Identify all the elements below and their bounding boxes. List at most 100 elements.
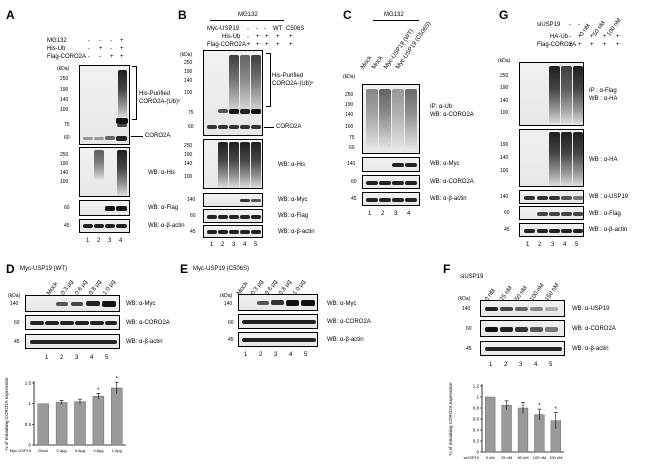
wb-myc-label: WB: α-Myc (430, 161, 460, 167)
ub-bracket (132, 66, 137, 120)
wb-myc-label: WB: α-Myc (278, 197, 308, 203)
sign: + (120, 46, 124, 52)
bar (74, 401, 86, 446)
row-label-myc-usp19: Myc-USP19 (207, 26, 240, 32)
blot-actin (238, 332, 318, 347)
row-label-flag-coro2a: Flag-CORO2A (207, 42, 247, 48)
kda-label: (kDa) (57, 66, 70, 72)
y-tick-label: 1 (476, 395, 479, 400)
wb-coro2a-label: WB: α-CORO2A (327, 319, 371, 325)
x-tick-label: 150 nM (549, 455, 562, 460)
annot-his-purified: His-Purified (272, 73, 304, 79)
ip-label: IP: α-Ub (430, 104, 453, 110)
mw-marker: 45 (190, 229, 196, 235)
blot-coro2a (362, 175, 420, 189)
blot-usp19 (519, 190, 584, 204)
panel-f-title: siUSP19 (460, 274, 484, 280)
bar (517, 407, 529, 453)
x-tick-label: 0.8μg (93, 448, 103, 453)
sign: + (265, 42, 269, 48)
wb-coro2a-label: WB: α-CORO2A (126, 320, 170, 326)
y-tick-label: 1.2 (473, 384, 480, 389)
mw-marker: 140 (500, 98, 509, 104)
wb-myc-label: WB: α-Myc (327, 301, 357, 307)
sign: - (110, 46, 112, 52)
lane-number: 4 (407, 211, 411, 217)
mw-marker: 140 (500, 194, 509, 200)
wb-actin-label: WB: α-β-actin (278, 229, 315, 235)
wb-his-label: WB: α-His (278, 162, 306, 168)
wb-usp19-label: WB: α-USP19 (572, 306, 610, 312)
mw-marker: 140 (10, 301, 19, 307)
sign: + (590, 34, 594, 40)
wb-actin-label: WB: α-β-actin (327, 337, 364, 343)
kda-label: (kDa) (458, 296, 471, 302)
lane-number: 2 (97, 238, 101, 244)
blot-coro2a (25, 315, 120, 330)
kda-label: (kDa) (343, 74, 356, 80)
significance-star: * (538, 404, 541, 410)
wb-flag-label: WB: α-Flag (278, 213, 309, 219)
significance-star: * (555, 407, 558, 413)
wb-flag-label: WB : α-Flag (589, 211, 621, 217)
panel-e-title: Myc-USP19 (C506S) (193, 266, 250, 272)
lane-number: 4 (119, 238, 123, 244)
annot-coro2a: CORO2A (276, 124, 302, 130)
mw-marker: 45 (14, 339, 20, 345)
column-label: Mock (360, 55, 374, 71)
x-tick-label: 100 nM (533, 455, 546, 460)
sign: - (247, 34, 249, 40)
mw-marker: 75 (64, 122, 70, 128)
kda-label: (kDa) (8, 293, 21, 299)
lane-number: 2 (259, 352, 263, 358)
mw-marker: 75 (188, 110, 194, 116)
sign: + (265, 34, 269, 40)
lane-number: 5 (304, 352, 308, 358)
blot-actin (480, 341, 565, 356)
annot-coro2a-ub: CORO2A-(Ub)ⁿ (272, 81, 314, 87)
band-pointer (264, 127, 274, 128)
mw-marker: 60 (14, 320, 20, 326)
mw-marker: 100 (60, 107, 69, 113)
sign: + (603, 34, 607, 40)
lane-number: 1 (526, 242, 530, 248)
x-tick-label: 25 nM (501, 455, 512, 460)
mw-marker: 100 (500, 168, 509, 174)
lane-number: 3 (274, 352, 278, 358)
lane-number: 5 (549, 362, 553, 368)
row-label-flag-coro2a: Flag-CORO2A (47, 54, 87, 60)
wb-actin-label: WB: α-β-actin (430, 196, 467, 202)
lane-number: 3 (75, 355, 79, 361)
blot-ip-flag (519, 62, 584, 126)
x-tick-label: 1.0μg (112, 448, 122, 453)
lane-number: 2 (538, 242, 542, 248)
bar (92, 396, 105, 446)
sign: + (256, 42, 260, 48)
mw-marker: 60 (351, 179, 357, 185)
blot-actin (362, 192, 420, 206)
lane-number: 3 (232, 242, 236, 248)
y-tick-label: 1 (28, 401, 31, 406)
wb-ha-label: WB : α-HA (589, 96, 618, 102)
annot-coro2a-ub: CORO2A-(Ub)ⁿ (139, 99, 181, 105)
y-axis-label: % of remaining CORO2A expression (448, 382, 453, 456)
mw-marker: 190 (500, 142, 509, 148)
sign: + (289, 34, 293, 40)
mw-marker: 100 (500, 110, 509, 116)
sign: + (616, 42, 620, 48)
lane-number: 1 (244, 352, 248, 358)
mw-marker: 190 (184, 152, 193, 158)
mw-marker: 190 (345, 102, 354, 108)
blot-flag (519, 206, 584, 220)
sign: - (88, 38, 90, 44)
blot-flag (203, 209, 263, 223)
mw-marker: 140 (184, 78, 193, 84)
lane-number: 1 (489, 362, 493, 368)
mw-marker: 75 (349, 135, 355, 141)
lane-number: 5 (105, 355, 109, 361)
header-line (210, 20, 284, 21)
row-label-his-ub: His-Ub (47, 46, 66, 52)
mw-marker: 250 (184, 60, 193, 66)
mw-marker: 100 (184, 174, 193, 180)
row-label-mg132: MG132 (47, 38, 67, 44)
